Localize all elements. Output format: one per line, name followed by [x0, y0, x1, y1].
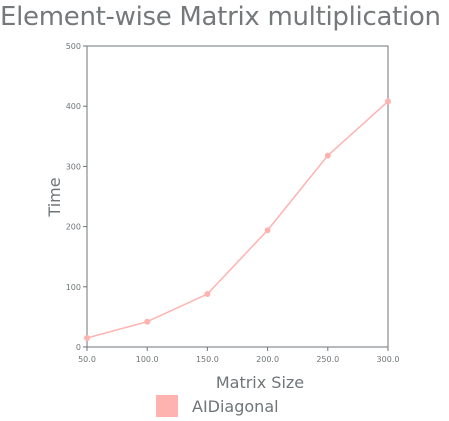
- data-point: [84, 334, 90, 341]
- x-axis-title: Matrix Size: [216, 373, 304, 392]
- legend-swatch: [156, 395, 178, 417]
- y-axis-ticks: 0 100 200 300 400 500: [66, 42, 87, 352]
- series-line: [86, 100, 389, 339]
- x-tick-label: 200.0: [256, 355, 279, 364]
- y-tick-label: 0: [76, 343, 81, 352]
- data-point: [144, 318, 151, 325]
- data-point: [385, 98, 391, 105]
- chart-title: Element-wise Matrix multiplication: [0, 2, 441, 32]
- y-tick-label: 500: [66, 42, 81, 51]
- y-tick-label: 100: [66, 283, 81, 292]
- data-point: [204, 291, 211, 298]
- legend-label: AIDiagonal: [192, 396, 279, 416]
- y-axis-title: Time: [45, 177, 64, 217]
- y-tick-label: 400: [66, 102, 81, 111]
- x-axis-ticks: 50.0 100.0 150.0 200.0 250.0 300.0: [78, 347, 399, 364]
- series-layer: [84, 98, 391, 341]
- data-point: [324, 152, 331, 159]
- y-tick-label: 200: [66, 223, 81, 232]
- x-tick-label: 50.0: [78, 355, 96, 364]
- y-tick-label: 300: [66, 162, 81, 171]
- data-point: [264, 227, 271, 234]
- x-tick-label: 300.0: [377, 355, 400, 364]
- plot-area-frame: [86, 45, 389, 348]
- x-tick-label: 250.0: [316, 355, 339, 364]
- legend: AIDiagonal: [156, 395, 279, 417]
- x-tick-label: 150.0: [196, 355, 219, 364]
- x-tick-label: 100.0: [136, 355, 159, 364]
